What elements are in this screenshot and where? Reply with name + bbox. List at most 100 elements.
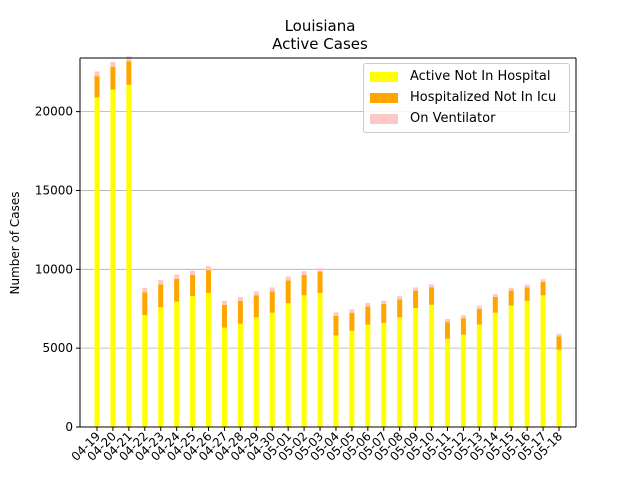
bar-segment bbox=[413, 290, 419, 308]
bar-segment bbox=[126, 84, 132, 428]
bar-segment bbox=[333, 312, 339, 316]
y-tick-label: 20000 bbox=[35, 105, 73, 119]
bar-segment bbox=[413, 287, 419, 291]
legend-swatch-hospitalized-not-in-icu bbox=[370, 93, 398, 103]
bar-segment bbox=[365, 324, 371, 427]
chart-title: Louisiana bbox=[284, 17, 356, 35]
bar-segment bbox=[492, 294, 498, 297]
bar-segment bbox=[476, 305, 482, 309]
bar-segment bbox=[429, 287, 435, 305]
bar-segment bbox=[301, 271, 307, 275]
bar-segment bbox=[349, 330, 355, 427]
bar-segment bbox=[190, 270, 196, 275]
bar-segment bbox=[381, 304, 387, 323]
bar-segment bbox=[269, 291, 275, 313]
bar-segment bbox=[253, 295, 259, 318]
y-tick-label: 10000 bbox=[35, 262, 73, 276]
bar-segment bbox=[397, 317, 403, 427]
bar-segment bbox=[221, 327, 227, 427]
bar-segment bbox=[190, 296, 196, 427]
legend-label-active-not-in-hospital: Active Not In Hospital bbox=[410, 69, 551, 84]
bar-segment bbox=[460, 315, 466, 319]
bar-segment bbox=[94, 76, 100, 98]
legend-swatch-on-ventilator bbox=[370, 114, 398, 124]
bar-segment bbox=[524, 300, 530, 427]
bar-segment bbox=[333, 315, 339, 336]
bar-segment bbox=[301, 295, 307, 427]
bar-segment bbox=[206, 270, 212, 293]
bar-segment bbox=[317, 271, 323, 293]
bar-segment bbox=[269, 287, 275, 292]
legend-label-on-ventilator: On Ventilator bbox=[410, 111, 496, 126]
bar-segment bbox=[317, 268, 323, 272]
bar-segment bbox=[190, 274, 196, 297]
y-tick-label: 5000 bbox=[42, 341, 73, 355]
bar-segment bbox=[285, 276, 291, 281]
bar-segment bbox=[524, 284, 530, 288]
bar-segment bbox=[365, 306, 371, 325]
bar-segment bbox=[333, 335, 339, 427]
bar-segment bbox=[110, 89, 116, 428]
bar-segment bbox=[381, 322, 387, 427]
y-tick-label: 0 bbox=[65, 420, 73, 434]
bar-segment bbox=[365, 303, 371, 307]
bar-segment bbox=[126, 61, 132, 85]
bar-segment bbox=[253, 291, 259, 296]
bar-segment bbox=[269, 312, 275, 427]
bar-segment bbox=[429, 304, 435, 427]
bar-segment bbox=[174, 274, 180, 279]
bar-segment bbox=[381, 300, 387, 304]
bar-segment bbox=[556, 349, 562, 427]
bar-segment bbox=[158, 307, 164, 427]
bar-segment bbox=[94, 71, 100, 77]
bar-segment bbox=[110, 61, 116, 67]
bar-segment bbox=[206, 266, 212, 271]
bar-segment bbox=[237, 300, 243, 324]
bar-segment bbox=[444, 318, 450, 323]
bar-segment bbox=[142, 292, 148, 316]
bar-segment bbox=[158, 280, 164, 285]
bar-segment bbox=[460, 334, 466, 427]
bar-segment bbox=[508, 290, 514, 306]
bar-segment bbox=[174, 301, 180, 427]
bar-segment bbox=[142, 315, 148, 427]
bar-segment bbox=[556, 333, 562, 337]
chart-subtitle: Active Cases bbox=[272, 35, 368, 53]
bar-segment bbox=[221, 304, 227, 328]
legend-label-hospitalized-not-in-icu: Hospitalized Not In Icu bbox=[410, 90, 557, 105]
bar-segment bbox=[110, 66, 116, 90]
bar-segment bbox=[508, 305, 514, 427]
legend-swatch-active-not-in-hospital bbox=[370, 72, 398, 82]
bar-segment bbox=[444, 322, 450, 339]
bar-segment bbox=[397, 299, 403, 318]
bar-segment bbox=[285, 280, 291, 304]
bar-segment bbox=[524, 287, 530, 301]
bar-segment bbox=[508, 287, 514, 291]
chart-legend: Active Not In Hospital Hospitalized Not … bbox=[363, 63, 570, 133]
y-tick-label: 15000 bbox=[35, 183, 73, 197]
bar-segment bbox=[460, 318, 466, 335]
bar-segment bbox=[158, 284, 164, 308]
bar-segment bbox=[301, 274, 307, 296]
bar-segment bbox=[540, 281, 546, 296]
bar-segment bbox=[285, 303, 291, 427]
bar-segment bbox=[476, 324, 482, 427]
bar-segment bbox=[317, 292, 323, 427]
bar-segment bbox=[253, 317, 259, 427]
bar-segment bbox=[540, 279, 546, 282]
bar-segment bbox=[556, 336, 562, 350]
bar-segment bbox=[397, 296, 403, 300]
bar-segment bbox=[349, 312, 355, 331]
bar-segment bbox=[349, 309, 355, 313]
bar-segment bbox=[126, 56, 132, 62]
bar-segment bbox=[142, 287, 148, 293]
bar-segment bbox=[206, 292, 212, 427]
bar-segment bbox=[237, 296, 243, 301]
bar-segment bbox=[221, 300, 227, 305]
bar-segment bbox=[429, 284, 435, 288]
bar-segment bbox=[492, 312, 498, 427]
bar-segment bbox=[444, 338, 450, 427]
bar-segment bbox=[94, 97, 100, 427]
bar-segment bbox=[540, 295, 546, 427]
